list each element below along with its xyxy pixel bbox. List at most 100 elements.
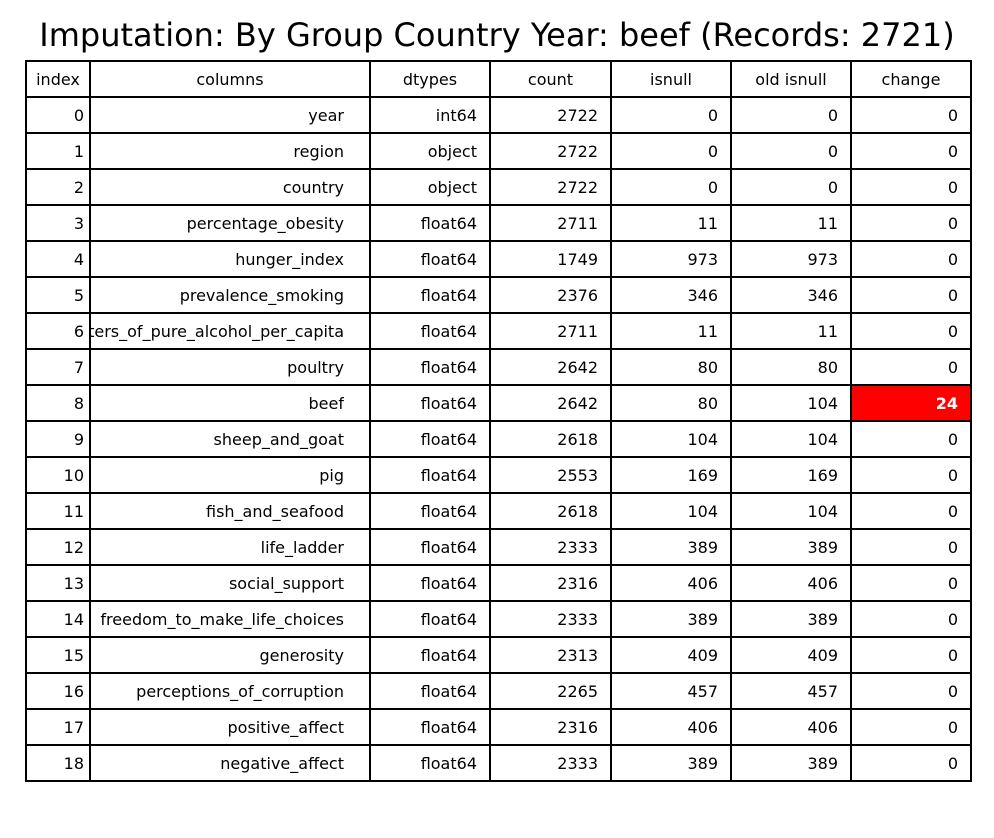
count-cell: 2711 [489,204,612,242]
index-cell: 7 [25,348,91,386]
isnull-cell: 11 [610,204,732,242]
column-name-cell: fish_and_seafood [89,492,371,530]
header-cell-isnull: isnull [610,60,732,98]
column-name-text: freedom_to_make_life_choices [100,609,344,629]
index-cell: 17 [25,708,91,746]
dtype-cell: float64 [369,348,491,386]
header-cell-old-isnull: old isnull [730,60,852,98]
table-row: 9 sheep_and_goat float64 2618 104 104 0 [25,420,972,458]
column-name-text: positive_affect [227,717,345,737]
change-cell: 0 [850,132,972,170]
header-cell-index: index [25,60,91,98]
count-cell: 2313 [489,636,612,674]
isnull-cell: 11 [610,312,732,350]
chart-title: Imputation: By Group Country Year: beef … [39,16,955,54]
old-isnull-cell: 346 [730,276,852,314]
index-cell: 4 [25,240,91,278]
table-row: 3 percentage_obesity float64 2711 11 11 0 [25,204,972,242]
old-isnull-cell: 104 [730,492,852,530]
count-cell: 2642 [489,384,612,422]
column-name-cell: region [89,132,371,170]
isnull-cell: 80 [610,384,732,422]
index-cell: 15 [25,636,91,674]
column-name-text: beef [308,393,344,413]
old-isnull-cell: 169 [730,456,852,494]
column-name-cell: freedom_to_make_life_choices [89,600,371,638]
old-isnull-cell: 457 [730,672,852,710]
column-name-cell: country [89,168,371,206]
isnull-cell: 409 [610,636,732,674]
dtype-cell: float64 [369,492,491,530]
column-name-text: region [293,141,344,161]
isnull-cell: 104 [610,420,732,458]
change-cell: 0 [850,672,972,710]
index-cell: 14 [25,600,91,638]
column-name-text: perceptions_of_corruption [136,681,344,701]
old-isnull-cell: 11 [730,312,852,350]
index-cell: 5 [25,276,91,314]
table-row: 5 prevalence_smoking float64 2376 346 346 0 [25,276,972,314]
old-isnull-cell: 104 [730,384,852,422]
change-cell: 0 [850,492,972,530]
index-cell: 9 [25,420,91,458]
isnull-cell: 406 [610,708,732,746]
isnull-cell: 389 [610,528,732,566]
table-row: 12 life_ladder float64 2333 389 389 0 [25,528,972,566]
old-isnull-cell: 389 [730,744,852,782]
table-row: 4 hunger_index float64 1749 973 973 0 [25,240,972,278]
count-cell: 2333 [489,600,612,638]
change-cell: 0 [850,420,972,458]
table-row: 0 year int64 2722 0 0 0 [25,96,972,134]
imputation-table: index columns dtypes count isnull old is… [25,60,972,782]
dtype-cell: object [369,132,491,170]
index-cell: 11 [25,492,91,530]
column-name-cell: percentage_obesity [89,204,371,242]
table-row: 15 generosity float64 2313 409 409 0 [25,636,972,674]
old-isnull-cell: 973 [730,240,852,278]
column-name-text: percentage_obesity [186,213,344,233]
column-name-text: poultry [287,357,344,377]
column-name-text: social_support [228,573,344,593]
column-name-text: prevalence_smoking [179,285,344,305]
count-cell: 2333 [489,744,612,782]
column-name-text: life_ladder [260,537,344,557]
isnull-cell: 406 [610,564,732,602]
table-row: 7 poultry float64 2642 80 80 0 [25,348,972,386]
old-isnull-cell: 104 [730,420,852,458]
column-name-text: sheep_and_goat [213,429,344,449]
change-cell: 0 [850,276,972,314]
change-cell: 0 [850,636,972,674]
index-cell: 10 [25,456,91,494]
count-cell: 2618 [489,420,612,458]
column-name-text: hunger_index [235,249,344,269]
dtype-cell: float64 [369,528,491,566]
index-cell: 2 [25,168,91,206]
column-name-text: country [282,177,344,197]
old-isnull-cell: 0 [730,132,852,170]
index-cell: 18 [25,744,91,782]
dtype-cell: float64 [369,564,491,602]
table-row: 11 fish_and_seafood float64 2618 104 104 0 [25,492,972,530]
index-cell: 6 [25,312,91,350]
old-isnull-cell: 11 [730,204,852,242]
change-cell-highlighted: 24 [850,384,972,422]
column-name-cell: life_ladder [89,528,371,566]
table-body: 0 year int64 2722 0 0 0 1 region object 2722 0 0 0 2 co… [25,96,972,782]
count-cell: 2722 [489,132,612,170]
table-row: 17 positive_affect float64 2316 406 406 0 [25,708,972,746]
isnull-cell: 169 [610,456,732,494]
index-cell: 0 [25,96,91,134]
index-cell: 16 [25,672,91,710]
column-name-cell: liters_of_pure_alcohol_per_capita [89,312,371,350]
old-isnull-cell: 389 [730,600,852,638]
count-cell: 2711 [489,312,612,350]
count-cell: 2642 [489,348,612,386]
column-name-cell: positive_affect [89,708,371,746]
header-cell-count: count [489,60,612,98]
column-name-cell: beef [89,384,371,422]
column-name-text: negative_affect [220,753,344,773]
dtype-cell: float64 [369,420,491,458]
old-isnull-cell: 389 [730,528,852,566]
count-cell: 2316 [489,708,612,746]
change-cell: 0 [850,96,972,134]
